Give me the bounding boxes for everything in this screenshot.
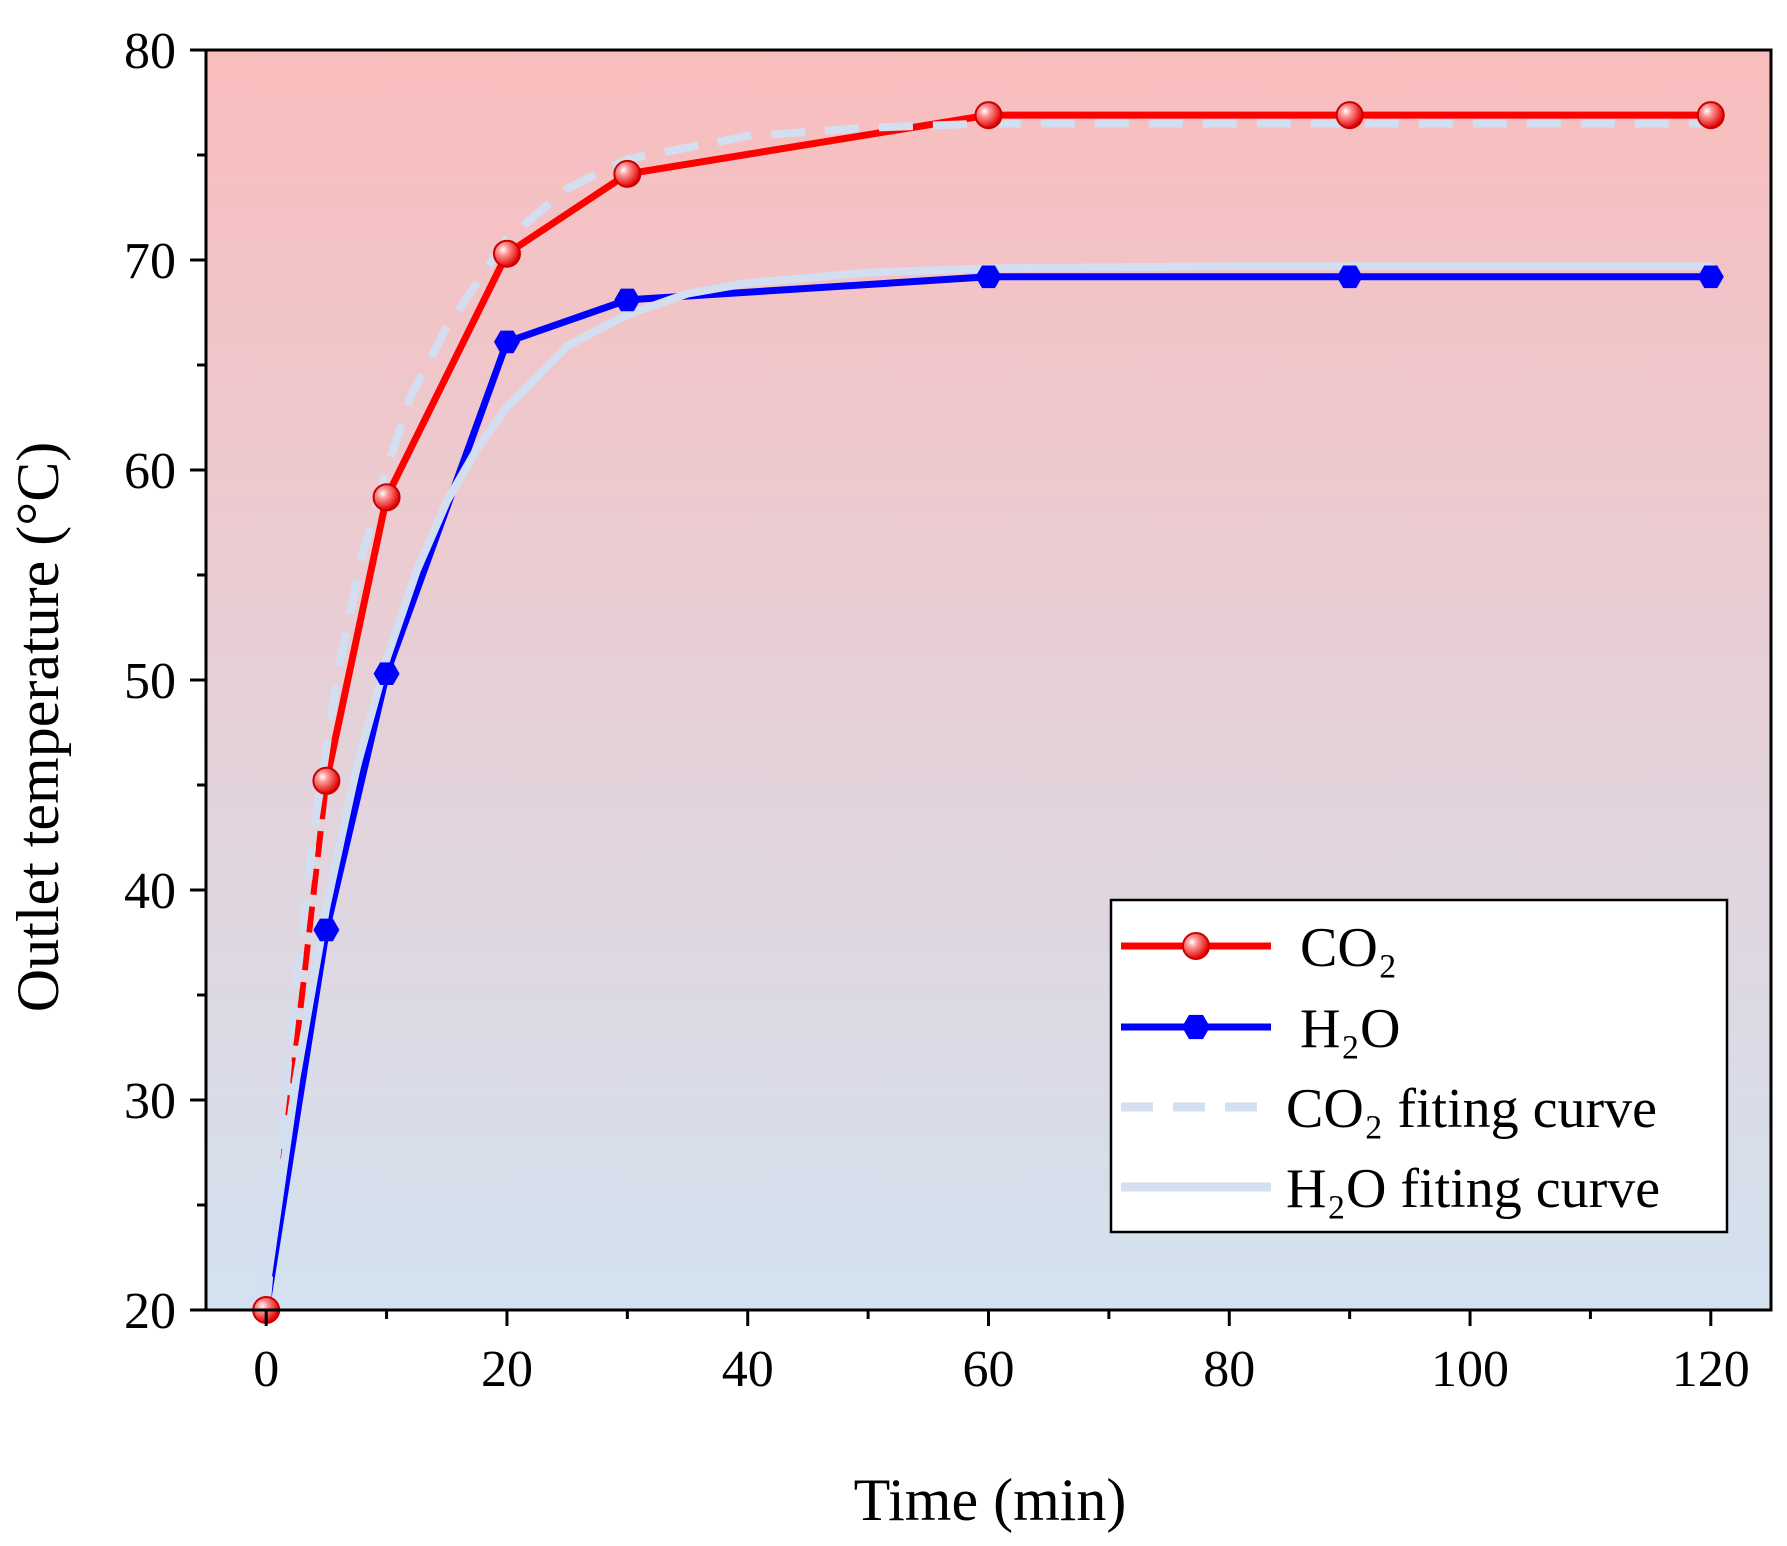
ticks-layer: 0 20 40 60 80 100 120 20 30 40 50 60 70 80 bbox=[124, 23, 1750, 1398]
y-tick-label: 30 bbox=[124, 1073, 176, 1130]
legend-marker-co2 bbox=[1182, 932, 1210, 960]
y-tick-label: 70 bbox=[124, 233, 176, 290]
legend-label-h2o: H₂O bbox=[1300, 998, 1400, 1060]
x-tick-label: 120 bbox=[1672, 1341, 1750, 1398]
y-tick-label: 20 bbox=[124, 1283, 176, 1340]
x-tick-label: 80 bbox=[1203, 1341, 1255, 1398]
co2-data-point bbox=[1335, 101, 1364, 130]
co2-data-point bbox=[613, 159, 642, 188]
h2o-data-point bbox=[1336, 265, 1363, 289]
h2o-series-line bbox=[262, 273, 1711, 1311]
legend-label-h2o-fit: H₂O fiting curve bbox=[1286, 1158, 1660, 1220]
h2o-data-point bbox=[313, 918, 340, 942]
x-tick-label: 100 bbox=[1431, 1341, 1509, 1398]
h2o-data-point bbox=[1697, 265, 1724, 289]
legend-box bbox=[1109, 898, 1729, 1234]
h2o-data-point bbox=[373, 662, 400, 685]
h2o-fit-curve bbox=[262, 262, 1715, 1293]
y-tick-label: 50 bbox=[124, 653, 176, 710]
x-tick-label: 20 bbox=[481, 1341, 533, 1398]
co2-data-point bbox=[1696, 101, 1725, 130]
h2o-data-point bbox=[975, 265, 1002, 289]
x-tick-label: 0 bbox=[253, 1341, 279, 1398]
y-axis-title: Outlet temperature (°C) bbox=[5, 442, 71, 1012]
x-axis-title: Time (min) bbox=[854, 1467, 1127, 1533]
x-tick-label: 60 bbox=[963, 1341, 1015, 1398]
co2-data-point bbox=[372, 483, 401, 512]
co2-data-point bbox=[312, 766, 341, 795]
co2-fit-curve bbox=[262, 119, 1711, 1311]
y-tick-label: 60 bbox=[124, 443, 176, 500]
legend-label-co2-fit: CO₂ fiting curve bbox=[1286, 1078, 1657, 1140]
co2-data-point bbox=[974, 101, 1003, 130]
h2o-data-point bbox=[494, 330, 520, 354]
h2o-data-point bbox=[614, 288, 641, 312]
y-tick-label: 80 bbox=[124, 23, 176, 80]
co2-data-point bbox=[492, 239, 521, 268]
legend-marker-h2o bbox=[1182, 1014, 1210, 1040]
legend: CO₂ H₂O CO₂ fiting curve H₂O fiting curv… bbox=[1109, 898, 1729, 1234]
legend-label-co2: CO₂ bbox=[1300, 917, 1397, 979]
x-tick-label: 40 bbox=[722, 1341, 774, 1398]
y-tick-label: 40 bbox=[124, 863, 176, 920]
